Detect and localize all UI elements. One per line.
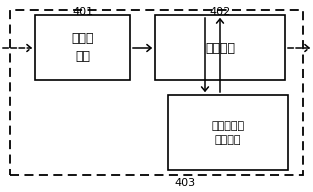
Bar bbox=[35, 15, 130, 80]
Bar bbox=[155, 15, 285, 80]
Bar bbox=[168, 95, 288, 170]
Text: 401: 401 bbox=[72, 7, 94, 17]
Text: 403: 403 bbox=[174, 178, 196, 188]
Bar bbox=[10, 10, 303, 175]
Text: 保偏光纳布
拉格光栀: 保偏光纳布 拉格光栀 bbox=[212, 121, 244, 145]
Text: 402: 402 bbox=[209, 7, 231, 17]
Text: 偏振控
制器: 偏振控 制器 bbox=[72, 32, 94, 64]
Text: 光环形器: 光环形器 bbox=[205, 41, 235, 55]
